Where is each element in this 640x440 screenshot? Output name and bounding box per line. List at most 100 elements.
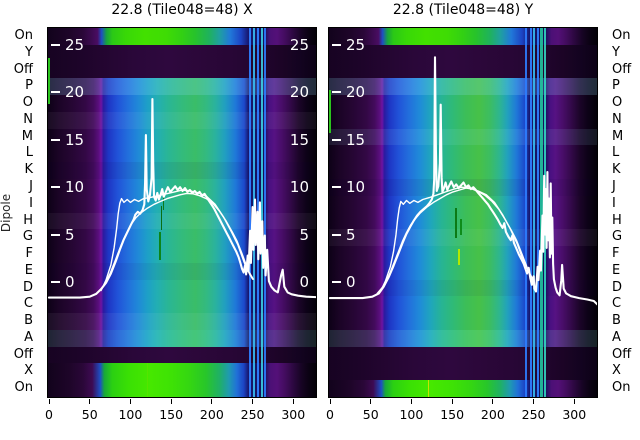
value-tick-label: 15	[346, 130, 366, 149]
value-tick-mark	[51, 138, 60, 141]
value-tick-label-right: 25	[289, 36, 309, 54]
green-data-mark	[457, 248, 460, 265]
x-tick-label: 150	[159, 407, 184, 422]
bottom-band-line	[146, 363, 149, 397]
row-label: N	[612, 111, 622, 127]
green-data-mark	[158, 231, 161, 261]
x-tick-label: 0	[45, 407, 53, 422]
row-label: G	[612, 229, 623, 245]
value-tick-label: 10	[65, 178, 85, 197]
row-label: Y	[612, 44, 620, 60]
row-label: J	[29, 178, 33, 194]
row-label: D	[612, 279, 623, 295]
heatmap-panel-x: 25 25 20 20 15 15 10 10 5 5 0 0	[48, 28, 316, 397]
row-label: On	[612, 28, 631, 43]
x-tick-label: 300	[562, 407, 587, 422]
x-tick-label: 100	[399, 407, 424, 422]
row-label: C	[612, 296, 622, 312]
x-tick-mark	[48, 399, 50, 404]
overlay-curve-y	[329, 56, 597, 306]
row-label: C	[23, 296, 33, 312]
value-tick-label: 5	[65, 225, 75, 244]
row-label: E	[24, 262, 33, 278]
row-label: Off	[612, 61, 632, 77]
x-tick-mark	[329, 399, 331, 404]
row-label: D	[22, 279, 33, 295]
value-tick-label-right: 0	[299, 273, 309, 291]
dipole-row-labels-left: On Y Off P O N M L K J I H G F E D C B A Off X On	[0, 28, 33, 397]
row-label: Off	[13, 61, 33, 77]
row-label: A	[612, 329, 621, 345]
row-label: B	[24, 313, 33, 329]
row-label: O	[22, 95, 33, 111]
row-label: F	[612, 246, 620, 262]
rfi-stripe	[536, 28, 539, 397]
row-label: Y	[25, 44, 33, 60]
value-tick-label: 25	[65, 36, 85, 54]
value-tick-mark	[51, 91, 60, 94]
rfi-stripe	[524, 28, 527, 397]
x-tick-mark	[410, 399, 412, 404]
row-label: N	[23, 111, 33, 127]
value-tick-label: 10	[346, 178, 366, 197]
value-tick-mark	[51, 186, 60, 189]
edge-green-sliver	[48, 58, 50, 104]
value-tick-label: 20	[65, 83, 85, 102]
row-label: X	[612, 363, 621, 379]
x-tick-label: 100	[118, 407, 143, 422]
x-tick-label: 200	[480, 407, 505, 422]
row-label: K	[612, 162, 621, 178]
rfi-stripe	[533, 28, 536, 397]
dipole-row-labels-right: On Y Off P O N M L K J I H G F E D C B A Off X On	[612, 28, 640, 397]
row-label: On	[14, 28, 33, 43]
row-label: On	[612, 380, 631, 396]
rfi-stripe	[264, 28, 266, 397]
x-tick-mark	[129, 399, 131, 404]
row-label: H	[23, 212, 33, 228]
value-tick-label: 0	[346, 273, 356, 291]
row-label: On	[14, 380, 33, 396]
rfi-stripe	[248, 28, 251, 397]
value-tick-mark	[332, 44, 341, 46]
row-label: I	[612, 195, 616, 211]
value-tick-label-right: 15	[289, 130, 309, 149]
row-label: J	[612, 178, 616, 194]
value-tick-mark	[332, 138, 341, 141]
x-tick-label: 50	[81, 407, 98, 422]
row-label: A	[24, 329, 33, 345]
heatmap-panel-y: 25 20 15 10 5 0	[329, 28, 597, 397]
x-tick-mark	[252, 399, 254, 404]
value-tick-mark	[332, 91, 341, 94]
row-label: X	[24, 363, 33, 379]
x-tick-mark	[170, 399, 172, 404]
edge-green-sliver	[329, 90, 331, 133]
row-label: O	[612, 95, 623, 111]
x-tick-mark	[211, 399, 213, 404]
x-tick-mark	[89, 399, 91, 404]
value-tick-label: 0	[65, 273, 75, 291]
value-tick-label: 25	[346, 36, 366, 54]
bottom-band-line	[427, 380, 430, 397]
row-label: M	[612, 128, 624, 144]
x-tick-mark	[573, 399, 575, 404]
x-tick-label: 250	[521, 407, 546, 422]
x-tick-mark	[370, 399, 372, 404]
row-label: M	[21, 128, 33, 144]
panel-y-title: 22.8 (Tile048=48) Y	[392, 2, 534, 18]
row-label: B	[612, 313, 621, 329]
value-tick-label: 20	[346, 83, 366, 102]
rfi-stripe	[529, 28, 532, 397]
rfi-stripe	[540, 28, 543, 397]
row-label: K	[24, 162, 33, 178]
overlay-curve-x	[48, 97, 316, 299]
value-tick-mark	[332, 233, 341, 236]
row-label: E	[612, 262, 621, 278]
value-tick-label-right: 10	[289, 178, 309, 197]
green-data-mark	[160, 206, 163, 230]
row-label: P	[25, 78, 33, 94]
row-label: Off	[612, 346, 632, 362]
value-tick-label: 15	[65, 130, 85, 149]
x-tick-mark	[292, 399, 294, 404]
row-label: P	[612, 78, 620, 94]
